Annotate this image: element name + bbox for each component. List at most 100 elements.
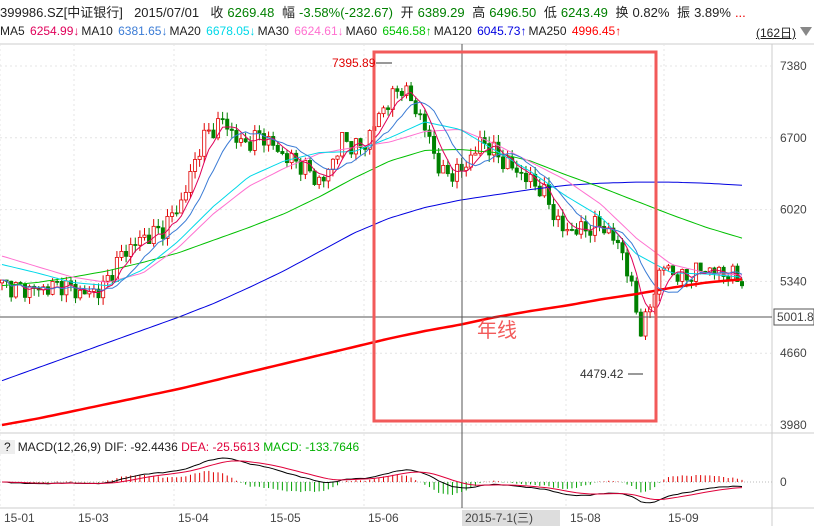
candle-body [340,132,345,157]
crosshair-date-box [462,510,560,526]
ma-legend-name: MA120 [433,24,476,38]
candle-body [537,185,542,197]
candle-body [284,153,289,164]
help-button[interactable]: ? [0,440,15,454]
candle-body [266,136,271,146]
dif-label: DIF: -92.4436 [104,440,178,454]
candle-body [519,171,524,174]
y-tick-label: 6700 [780,131,807,145]
candle-body [353,138,358,155]
candle-body [78,289,83,299]
low-value: 6243.49 [560,5,608,20]
candle-body [367,130,372,150]
ma-legend-name: MA10 [81,24,117,38]
candle-body [193,159,198,172]
quote-date: 2015/07/01 [134,5,200,20]
x-tick-label: 15-05 [270,511,301,525]
candle-body [381,107,386,115]
ma-line-ma10 [1,101,743,293]
candle-body [27,285,32,298]
candle-body [211,129,216,139]
crosshair-price: 5001.8 [777,310,814,324]
candle-body [468,154,473,168]
ma-legend-value: 6546.58↑ [382,24,432,38]
candle-body [698,262,703,272]
candle-body [404,85,409,96]
macd-header: ? MACD(12,26,9) DIF: -92.4436 DEA: -25.56… [0,440,359,454]
candle-body [556,215,561,221]
ma-legend-value: 6381.65↓ [118,24,168,38]
macd-label: MACD: -133.7646 [263,440,360,454]
y-tick-label: 6020 [780,203,807,217]
dropdown-triangle-icon[interactable] [800,27,812,36]
candle-body [197,155,202,160]
candle-body [551,204,556,221]
candle-body [657,269,662,295]
crosshair-price-box [773,308,814,326]
candle-body [298,160,303,175]
candle-body [386,107,391,110]
candle-body [629,275,634,282]
candle-body [321,176,326,182]
candle-body [179,199,184,214]
candle-body [500,156,505,170]
candle-body [156,225,161,229]
candle-body [239,138,244,143]
x-tick-label: 15-01 [4,511,35,525]
ma-line-ma60 [1,148,743,287]
ma-line-ma20 [1,121,743,287]
candle-body [464,166,469,171]
ma-line-ma30 [1,128,743,284]
candle-body [225,118,230,130]
candle-body [569,229,574,231]
candle-body [261,133,266,146]
candle-body [565,229,570,232]
candle-body [694,262,699,282]
box-label: 年线 [477,319,517,342]
candle-body [216,118,221,139]
candle-body [413,100,418,115]
candle-body [455,163,460,182]
ma-legend-value: 6045.73↑ [477,24,527,38]
candle-body [418,113,423,116]
candle-body [450,173,455,182]
candle-body [55,281,60,283]
candle-body [588,230,593,236]
dea-label: DEA: -25.5613 [181,440,260,454]
candle-body [560,215,565,232]
ma-legend-value: 4996.45↑ [571,24,622,38]
candle-body [151,225,156,244]
ma-legend-name: MA60 [345,24,381,38]
ma-legend-value: 6624.61↓ [294,24,344,38]
ma-legend: MA5 6254.99↓ MA10 6381.65↓ MA20 6678.05↓ MA… [0,24,623,38]
candle-body [625,252,630,277]
candle-body [615,239,620,244]
candle-body [22,283,27,298]
candle-body [243,138,248,143]
candle-body [376,113,381,127]
ma-legend-value: 6254.99↓ [30,24,80,38]
candle-body [611,227,616,241]
candle-body [740,281,745,287]
dif-line [1,457,743,504]
candle-body [280,151,285,154]
x-tick-label: 15-09 [668,511,699,525]
candle-body [188,171,193,193]
candle-body [183,192,188,201]
ma-legend-value: 6678.05↓ [206,24,256,38]
y-tick-label: 3980 [780,418,807,432]
ma-line-ma5 [1,91,743,313]
candle-body [638,311,643,337]
turnover-value: 0.82% [632,5,670,20]
candle-body [427,129,432,137]
period-selector[interactable]: (162日) [755,26,796,40]
candle-body [9,280,14,298]
candle-body [505,157,510,170]
candle-body [395,88,400,92]
candle-body [583,221,588,232]
candle-body [514,167,519,173]
crosshair-date: 2015-7-1(三) [465,511,533,525]
candle-body [574,229,579,235]
candle-body [441,165,446,174]
